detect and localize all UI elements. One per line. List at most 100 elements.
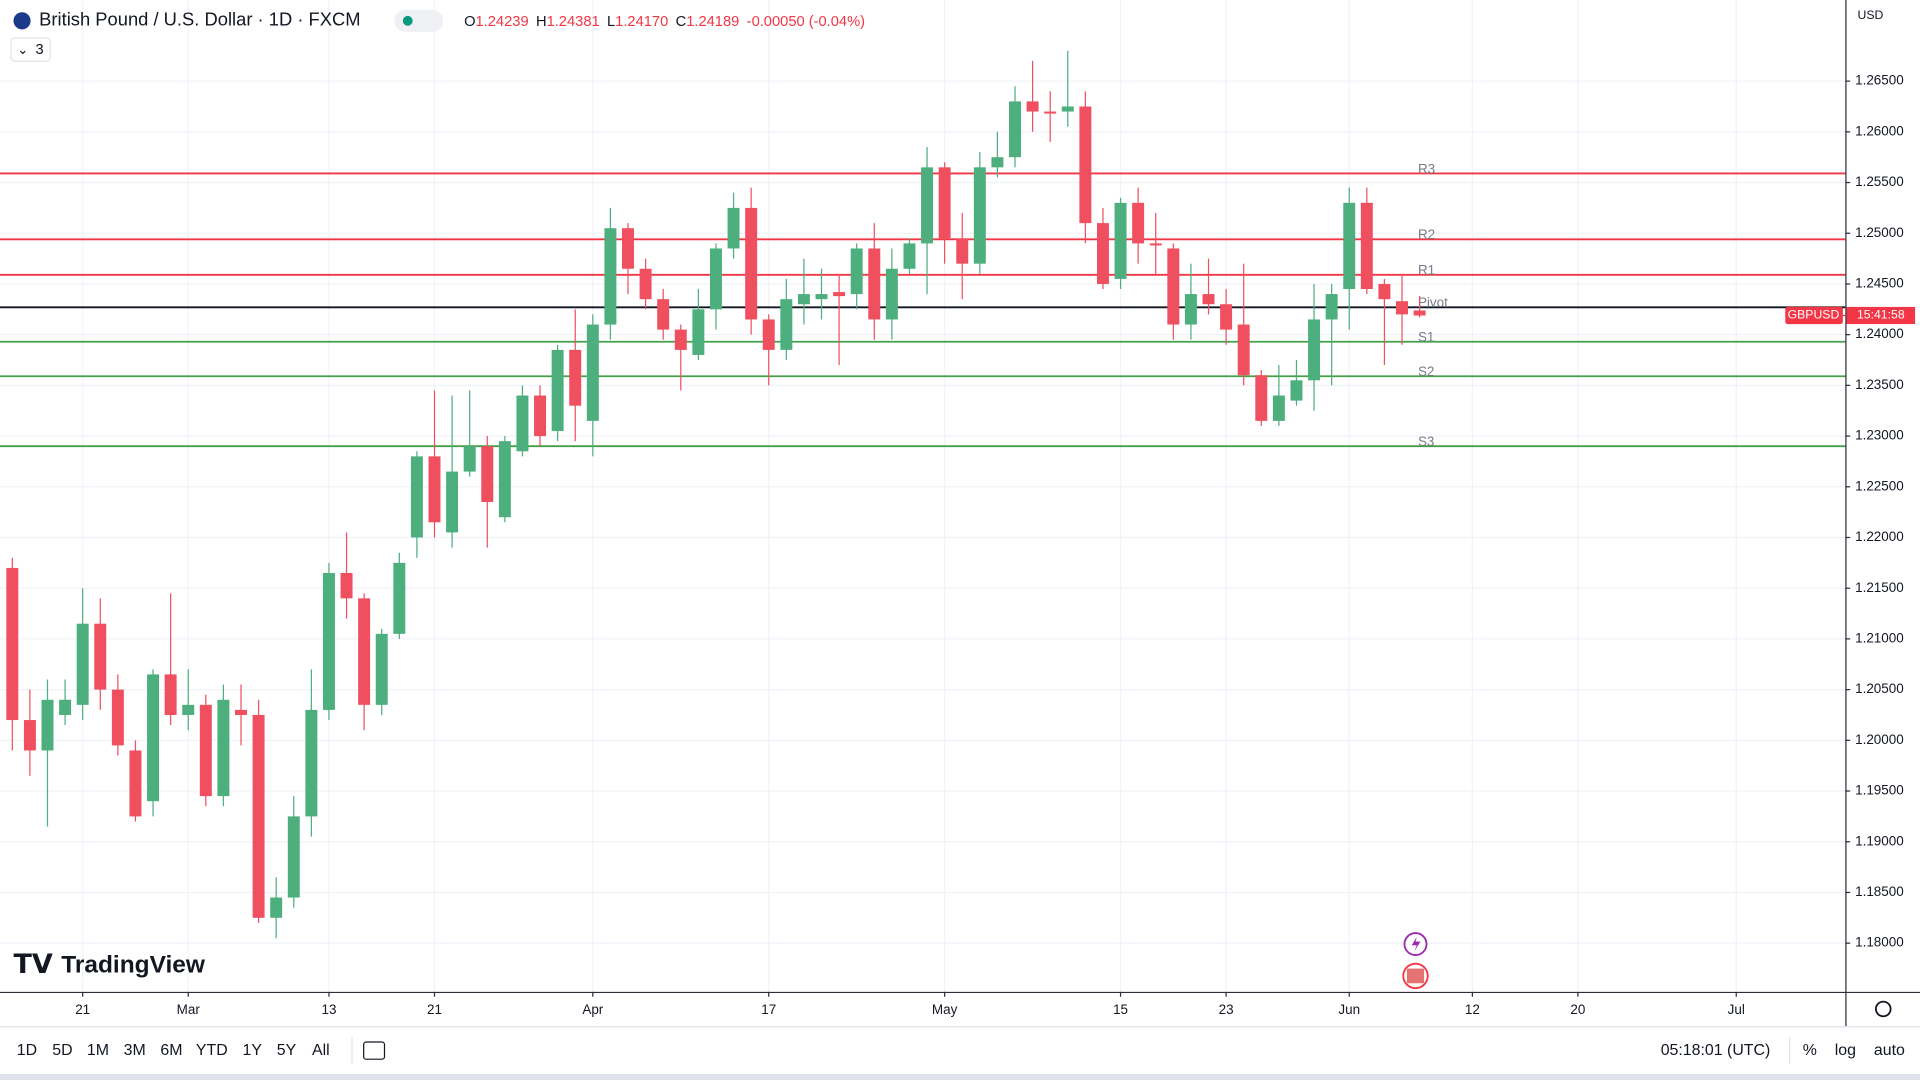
candle-body [551, 349, 564, 432]
x-tick-label: Mar [177, 1002, 201, 1017]
x-tick-label: Apr [582, 1002, 603, 1017]
y-tick-label: 1.24500 [1855, 276, 1904, 291]
range-button[interactable]: 6M [160, 1042, 182, 1059]
x-tick-label: 13 [321, 1002, 336, 1017]
candle-body [59, 699, 72, 715]
log-toggle[interactable]: log [1835, 1042, 1856, 1059]
candle-body [1202, 294, 1215, 305]
candle-body [1096, 223, 1109, 284]
currency-selector[interactable]: USD [1858, 8, 1884, 22]
pivot-label: R2 [1418, 227, 1435, 242]
candle-body [358, 598, 371, 705]
symbol-tag-text: GBPUSD [1788, 308, 1840, 322]
candle-body [428, 456, 441, 523]
candle-body [111, 689, 124, 746]
range-button[interactable]: 3M [124, 1042, 146, 1059]
range-button[interactable]: 1D [17, 1042, 37, 1059]
candle-body [235, 709, 247, 715]
candle-body [1220, 304, 1233, 330]
candle-body [586, 324, 599, 421]
pivot-label: S2 [1418, 364, 1434, 379]
candle-body [657, 299, 670, 330]
y-tick-label: 1.23000 [1855, 428, 1904, 443]
indicators-toggle[interactable] [10, 37, 51, 62]
candle-body [1290, 380, 1303, 401]
candle-body [270, 897, 283, 918]
candle-body [1044, 111, 1057, 114]
candle-body [1114, 202, 1127, 279]
pivot-levels: R3 R2 R1 Pivot S1 S2 S3 [0, 161, 1846, 449]
candle-body [692, 309, 705, 355]
y-tick-label: 1.19500 [1855, 783, 1904, 798]
candle-body [1167, 248, 1180, 325]
countdown-text: 15:41:58 [1857, 308, 1905, 322]
y-tick-label: 1.22000 [1855, 529, 1904, 544]
pivot-label: S3 [1418, 434, 1434, 449]
range-button[interactable]: 5D [52, 1042, 72, 1059]
countdown-tag [1846, 306, 1916, 325]
y-tick-label: 1.18000 [1855, 935, 1904, 950]
range-button[interactable]: 5Y [277, 1042, 297, 1059]
candle-body [1149, 243, 1162, 246]
us-flag [1406, 968, 1425, 984]
x-tick-label: 21 [427, 1002, 442, 1017]
range-button[interactable]: YTD [196, 1042, 228, 1059]
candle-body [938, 167, 951, 239]
range-button[interactable]: All [312, 1042, 330, 1059]
candle-body [956, 238, 969, 264]
candle-body [885, 268, 898, 320]
candle-body [498, 441, 511, 518]
ohlc-value: 1.24189 [686, 14, 739, 30]
candle-body [1026, 101, 1039, 112]
candle-body [446, 471, 459, 533]
candle-body [780, 299, 793, 350]
date-range-icon[interactable] [363, 1041, 386, 1060]
symbol-tag [1785, 306, 1843, 325]
ohlc-letter: O [464, 14, 475, 30]
percent-toggle[interactable]: % [1803, 1042, 1817, 1059]
candle-body [375, 633, 388, 705]
candle-body [463, 446, 476, 472]
y-tick-label: 1.25500 [1855, 174, 1904, 189]
status-pill[interactable] [394, 9, 444, 32]
candle-body [1061, 106, 1074, 112]
ohlc-values: O1.24239 H1.24381 L1.24170 C1.24189 -0.00050… [464, 14, 865, 30]
y-tick-label: 1.18500 [1855, 884, 1904, 899]
candle-body [604, 228, 617, 325]
range-button[interactable]: 1Y [243, 1042, 263, 1059]
candle-body [1255, 375, 1268, 421]
candle-body [41, 699, 54, 751]
x-tick-label: 12 [1465, 1002, 1480, 1017]
candle-body [1009, 101, 1021, 158]
candle-body [674, 329, 687, 350]
candle-body [322, 572, 335, 710]
candle-body [287, 816, 300, 898]
candle-body [1325, 294, 1338, 320]
candle-body [534, 395, 547, 437]
candle-body [745, 207, 758, 320]
axes: 1.18000 1.18500 1.19000 1.19500 1.20000 1.205… [75, 73, 1904, 1017]
auto-toggle[interactable]: auto [1874, 1042, 1905, 1059]
clock[interactable]: 05:18:01 (UTC) [1661, 1042, 1771, 1059]
logo-mark: 𝗧𝗩 [13, 949, 52, 979]
settings-icon[interactable] [1875, 1000, 1892, 1018]
pivot-label: R1 [1418, 263, 1435, 278]
ohlc-value: 1.24239 [476, 14, 529, 30]
candle-body [921, 167, 934, 244]
y-tick-label: 1.23500 [1855, 377, 1904, 392]
candle-body [1343, 202, 1356, 290]
candle-body [1360, 202, 1373, 290]
logo-text: TradingView [61, 952, 206, 979]
candle-body [762, 319, 775, 350]
y-tick-label: 1.19000 [1855, 833, 1904, 848]
range-button[interactable]: 1M [87, 1042, 109, 1059]
last-price-label: GBPUSD 15:41:58 [1785, 306, 1916, 325]
candle-body [1132, 202, 1145, 244]
ohlc-change: -0.00050 (-0.04%) [747, 14, 865, 30]
x-tick-label: 17 [761, 1002, 776, 1017]
candle-body [727, 207, 740, 249]
ohlc-letter: C [676, 14, 687, 30]
candle-body [393, 562, 406, 634]
candle-body [622, 228, 634, 269]
